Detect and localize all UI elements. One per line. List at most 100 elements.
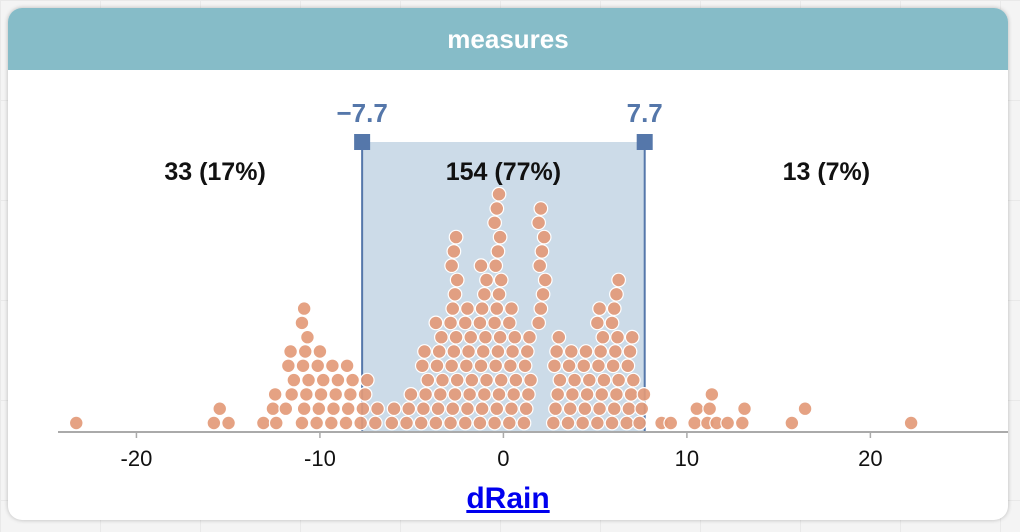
data-dot[interactable] <box>623 387 639 402</box>
card-title-bar[interactable]: measures <box>8 8 1008 70</box>
data-dot[interactable] <box>493 272 509 288</box>
data-dot[interactable] <box>518 401 534 417</box>
data-dot[interactable] <box>501 415 517 431</box>
data-dot[interactable] <box>448 229 464 245</box>
data-dot[interactable] <box>431 344 447 359</box>
data-dot[interactable] <box>445 301 461 317</box>
data-dot[interactable] <box>605 358 621 374</box>
data-dot[interactable] <box>489 301 505 317</box>
data-dot[interactable] <box>457 315 473 331</box>
data-dot[interactable] <box>457 415 473 431</box>
data-dot[interactable] <box>593 344 609 359</box>
data-dot[interactable] <box>476 387 492 402</box>
data-dot[interactable] <box>357 387 373 402</box>
data-dot[interactable] <box>355 401 371 417</box>
data-dot[interactable] <box>534 243 550 259</box>
data-dot[interactable] <box>265 401 281 417</box>
data-dot[interactable] <box>430 401 446 417</box>
measures-graph-card[interactable]: measures −7.7 7.7 33 (17%) 154 (77%) 13 (7%… <box>8 8 1008 520</box>
data-dot[interactable] <box>473 358 489 374</box>
data-dot[interactable] <box>531 315 547 331</box>
data-dot[interactable] <box>330 372 346 388</box>
data-dot[interactable] <box>611 272 627 288</box>
data-dot[interactable] <box>417 344 432 359</box>
data-dot[interactable] <box>632 415 647 431</box>
data-dot[interactable] <box>545 415 561 431</box>
data-dot[interactable] <box>443 315 458 331</box>
data-dot[interactable] <box>589 315 605 331</box>
data-dot[interactable] <box>508 372 524 388</box>
data-dot[interactable] <box>533 201 549 216</box>
data-dot[interactable] <box>462 387 478 402</box>
data-dot[interactable] <box>212 401 228 417</box>
data-dot[interactable] <box>475 344 491 359</box>
data-dot[interactable] <box>444 358 460 374</box>
data-dot[interactable] <box>624 329 640 345</box>
plot-area[interactable]: −7.7 7.7 33 (17%) 154 (77%) 13 (7%) -20 -10 0… <box>8 70 1008 520</box>
data-dot[interactable] <box>550 387 566 402</box>
data-dot[interactable] <box>565 387 580 402</box>
data-dot[interactable] <box>68 415 84 431</box>
data-dot[interactable] <box>403 387 419 402</box>
data-dot[interactable] <box>464 372 480 388</box>
data-dot[interactable] <box>520 387 536 402</box>
data-dot[interactable] <box>663 415 679 431</box>
data-dot[interactable] <box>338 415 354 431</box>
data-dot[interactable] <box>493 372 509 388</box>
data-dot[interactable] <box>576 358 592 374</box>
cutoff-handle[interactable] <box>636 134 653 150</box>
data-dot[interactable] <box>561 358 577 374</box>
data-dot[interactable] <box>547 358 562 374</box>
data-dot[interactable] <box>591 358 606 374</box>
data-dot[interactable] <box>487 415 503 431</box>
data-dot[interactable] <box>267 387 283 402</box>
data-dot[interactable] <box>491 286 507 302</box>
data-dot[interactable] <box>460 401 475 417</box>
data-dot[interactable] <box>609 286 624 302</box>
data-dot[interactable] <box>297 344 313 359</box>
data-dot[interactable] <box>447 387 463 402</box>
data-dot[interactable] <box>506 387 522 402</box>
data-dot[interactable] <box>340 401 356 417</box>
data-dot[interactable] <box>416 401 431 417</box>
data-dot[interactable] <box>563 344 579 359</box>
data-dot[interactable] <box>606 301 622 317</box>
data-dot[interactable] <box>476 286 492 302</box>
data-dot[interactable] <box>609 387 624 402</box>
data-dot[interactable] <box>458 358 474 374</box>
data-dot[interactable] <box>592 401 607 417</box>
data-dot[interactable] <box>720 415 736 431</box>
data-dot[interactable] <box>704 387 720 402</box>
data-dot[interactable] <box>280 358 296 374</box>
data-dot[interactable] <box>490 344 506 359</box>
data-dot[interactable] <box>537 272 553 288</box>
data-dot[interactable] <box>463 329 479 345</box>
data-dot[interactable] <box>596 372 612 388</box>
data-dot[interactable] <box>445 401 461 417</box>
data-dot[interactable] <box>300 329 315 345</box>
data-dot[interactable] <box>606 401 622 417</box>
data-dot[interactable] <box>448 329 464 345</box>
data-dot[interactable] <box>502 358 518 374</box>
data-dot[interactable] <box>472 415 488 431</box>
data-dot[interactable] <box>575 415 591 431</box>
cutoff-handle[interactable] <box>354 134 371 150</box>
data-dot[interactable] <box>620 358 636 374</box>
data-dot[interactable] <box>443 415 458 431</box>
data-dot[interactable] <box>507 329 523 345</box>
data-dot[interactable] <box>504 301 519 317</box>
data-dot[interactable] <box>460 301 475 317</box>
data-dot[interactable] <box>536 229 552 245</box>
data-dot[interactable] <box>622 344 638 359</box>
data-dot[interactable] <box>312 344 328 359</box>
data-dot[interactable] <box>581 372 597 388</box>
data-dot[interactable] <box>533 301 549 317</box>
data-dot[interactable] <box>549 344 565 359</box>
data-dot[interactable] <box>432 387 448 402</box>
data-dot[interactable] <box>491 186 507 202</box>
data-dot[interactable] <box>384 415 400 431</box>
data-dot[interactable] <box>604 415 620 431</box>
data-dot[interactable] <box>295 358 311 374</box>
data-dot[interactable] <box>370 401 385 417</box>
data-dot[interactable] <box>517 358 533 374</box>
